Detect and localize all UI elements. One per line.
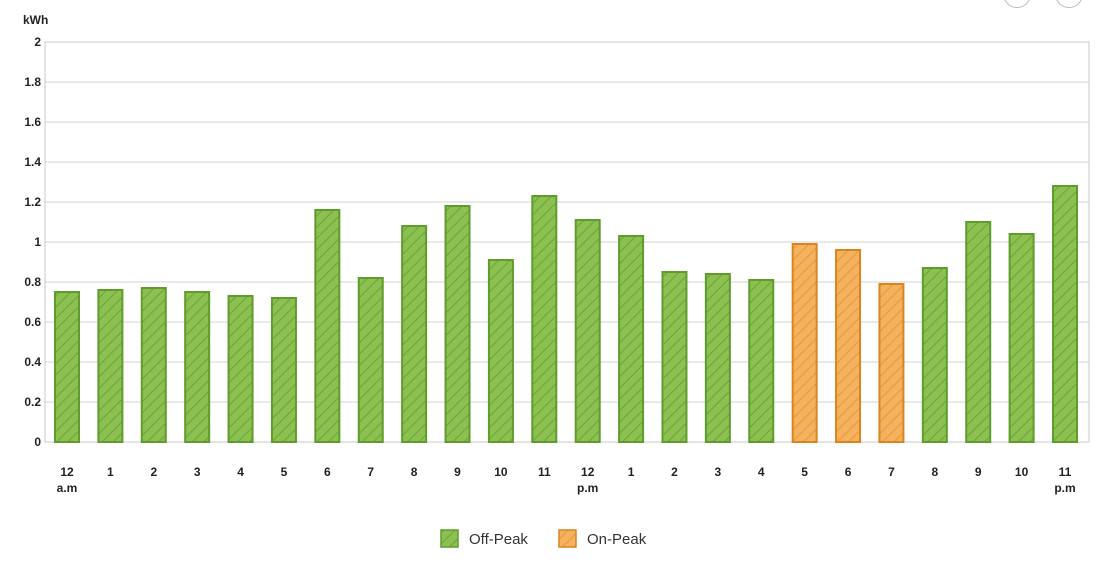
- x-tick-label: 7: [888, 465, 895, 479]
- bar-off-peak: [1008, 233, 1035, 443]
- x-tick-label: 4: [237, 465, 244, 479]
- x-tick-label: 12: [60, 465, 74, 479]
- legend-swatch: [440, 529, 459, 548]
- legend: Off-Peak On-Peak: [440, 529, 647, 548]
- x-tick-label: 1: [628, 465, 635, 479]
- x-tick-label: 8: [931, 465, 938, 479]
- y-tick-label: 0.4: [24, 355, 41, 369]
- y-tick-label: 0.8: [24, 275, 41, 289]
- gridlines: [44, 41, 1090, 443]
- bar-off-peak: [1052, 185, 1078, 443]
- x-tick-period-label: p.m: [577, 481, 598, 495]
- y-axis-label: kWh: [23, 13, 48, 27]
- x-tick-label: 6: [324, 465, 331, 479]
- x-tick-label: 12: [581, 465, 595, 479]
- bar-off-peak: [748, 279, 775, 443]
- bar-off-peak: [965, 221, 992, 443]
- x-tick-label: 11: [538, 465, 551, 479]
- bar-off-peak: [444, 205, 471, 443]
- y-tick-label: 1: [34, 235, 41, 249]
- x-tick-label: 5: [281, 465, 288, 479]
- bar-on-peak: [878, 283, 905, 443]
- x-tick-label: 9: [454, 465, 461, 479]
- y-tick-label: 1.6: [24, 115, 41, 129]
- x-tick-label: 1: [107, 465, 114, 479]
- x-tick-period-label: a.m: [57, 481, 78, 495]
- x-tick-label: 3: [715, 465, 722, 479]
- x-tick-label: 6: [845, 465, 852, 479]
- x-tick-label: 8: [411, 465, 418, 479]
- legend-swatch: [558, 529, 577, 548]
- y-tick-label: 1.2: [24, 195, 41, 209]
- x-tick-label: 11: [1059, 465, 1072, 479]
- bar-off-peak: [574, 219, 601, 443]
- bar-off-peak: [487, 259, 514, 443]
- bar-off-peak: [97, 289, 124, 443]
- legend-label: Off-Peak: [469, 531, 528, 548]
- y-axis-ticks: 0 0.2 0.4 0.6 0.8 1 1.2 1.4 1.6 1.8 2: [24, 35, 41, 449]
- x-tick-label: 3: [194, 465, 201, 479]
- bar-off-peak: [314, 209, 341, 443]
- x-tick-label: 2: [671, 465, 678, 479]
- bar-off-peak: [921, 267, 948, 443]
- bar-off-peak: [270, 297, 297, 443]
- bar-off-peak: [140, 287, 167, 443]
- bar-off-peak: [401, 225, 428, 443]
- x-tick-period-label: p.m: [1054, 481, 1075, 495]
- y-tick-label: 0: [34, 435, 41, 449]
- bars: [54, 185, 1078, 443]
- plot-border: [44, 41, 1090, 443]
- x-tick-label: 2: [150, 465, 157, 479]
- bar-off-peak: [357, 277, 384, 443]
- y-tick-label: 0.6: [24, 315, 41, 329]
- bar-off-peak: [531, 195, 558, 443]
- x-tick-label: 7: [367, 465, 374, 479]
- x-tick-label: 9: [975, 465, 982, 479]
- bar-off-peak: [227, 295, 254, 443]
- bar-off-peak: [618, 235, 645, 443]
- bar-off-peak: [704, 273, 731, 443]
- x-axis-ticks: 12a.m1 2 3 4 5 6 7 8 9 10 11 12p.m1 2 3 4 5 6 7 8 9 10 11p.m: [57, 465, 1076, 495]
- bar-off-peak: [184, 291, 211, 443]
- bar-off-peak: [661, 271, 688, 443]
- x-tick-label: 10: [1015, 465, 1029, 479]
- y-tick-label: 0.2: [24, 395, 41, 409]
- x-tick-label: 4: [758, 465, 765, 479]
- legend-label: On-Peak: [587, 531, 647, 548]
- bar-on-peak: [835, 249, 862, 443]
- bar-off-peak: [54, 291, 80, 443]
- x-tick-label: 10: [494, 465, 508, 479]
- y-tick-label: 1.8: [24, 75, 41, 89]
- x-tick-label: 5: [801, 465, 808, 479]
- bar-on-peak: [791, 243, 818, 443]
- y-tick-label: 1.4: [24, 155, 41, 169]
- y-tick-label: 2: [34, 35, 41, 49]
